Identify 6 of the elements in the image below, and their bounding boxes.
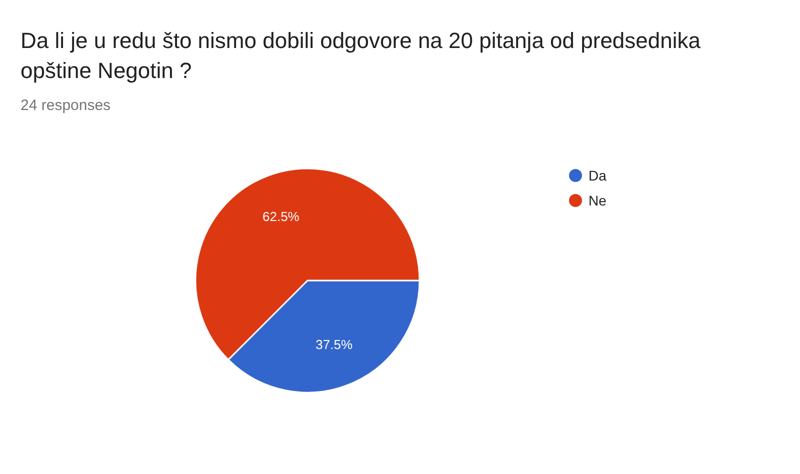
data-label: 37.5% <box>316 337 353 352</box>
chart-title: Da li je u redu što nismo dobili odgovore na 20 pitanja od predsednika opštine Negotin ? <box>20 28 702 83</box>
data-label: 62.5% <box>262 208 300 224</box>
legend-label: Ne <box>588 192 607 208</box>
legend-label: Da <box>588 168 607 184</box>
text: 24 responses <box>20 97 111 114</box>
